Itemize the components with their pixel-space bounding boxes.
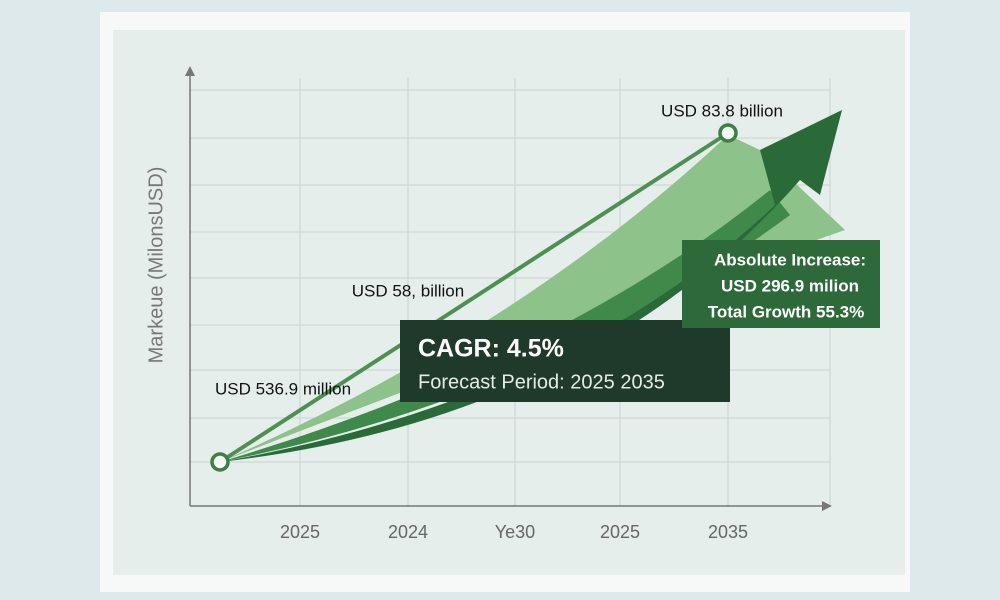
annotation: USD 83.8 billion (661, 101, 783, 120)
cagr-box (400, 320, 730, 402)
growth-arrow (220, 110, 842, 462)
y-axis-arrow (185, 66, 195, 76)
x-tick-label: 2024 (388, 522, 428, 542)
annotation: USD 536.9 million (215, 379, 351, 398)
cagr-subtitle: Forecast Period: 2025 2035 (418, 371, 665, 393)
start-marker (210, 452, 230, 472)
increase-line: Total Growth 55.3% (708, 302, 865, 321)
growth-area (220, 135, 845, 462)
increase-box (682, 240, 880, 328)
annotation: USD 58, billion (352, 281, 464, 300)
increase-line: Absolute Increase: (714, 250, 866, 269)
x-tick-label: Ye30 (495, 522, 535, 542)
y-axis-label: Markeue (MilonsUSD) (145, 167, 167, 364)
trend-line (218, 131, 730, 464)
x-axis-arrow (822, 501, 832, 511)
x-tick-label: 2035 (708, 522, 748, 542)
x-tick-label: 2025 (600, 522, 640, 542)
increase-line: USD 296.9 milion (721, 276, 859, 295)
cagr-title: CAGR: 4.5% (418, 335, 564, 363)
x-tick-label: 2025 (280, 522, 320, 542)
end-marker (718, 123, 738, 143)
